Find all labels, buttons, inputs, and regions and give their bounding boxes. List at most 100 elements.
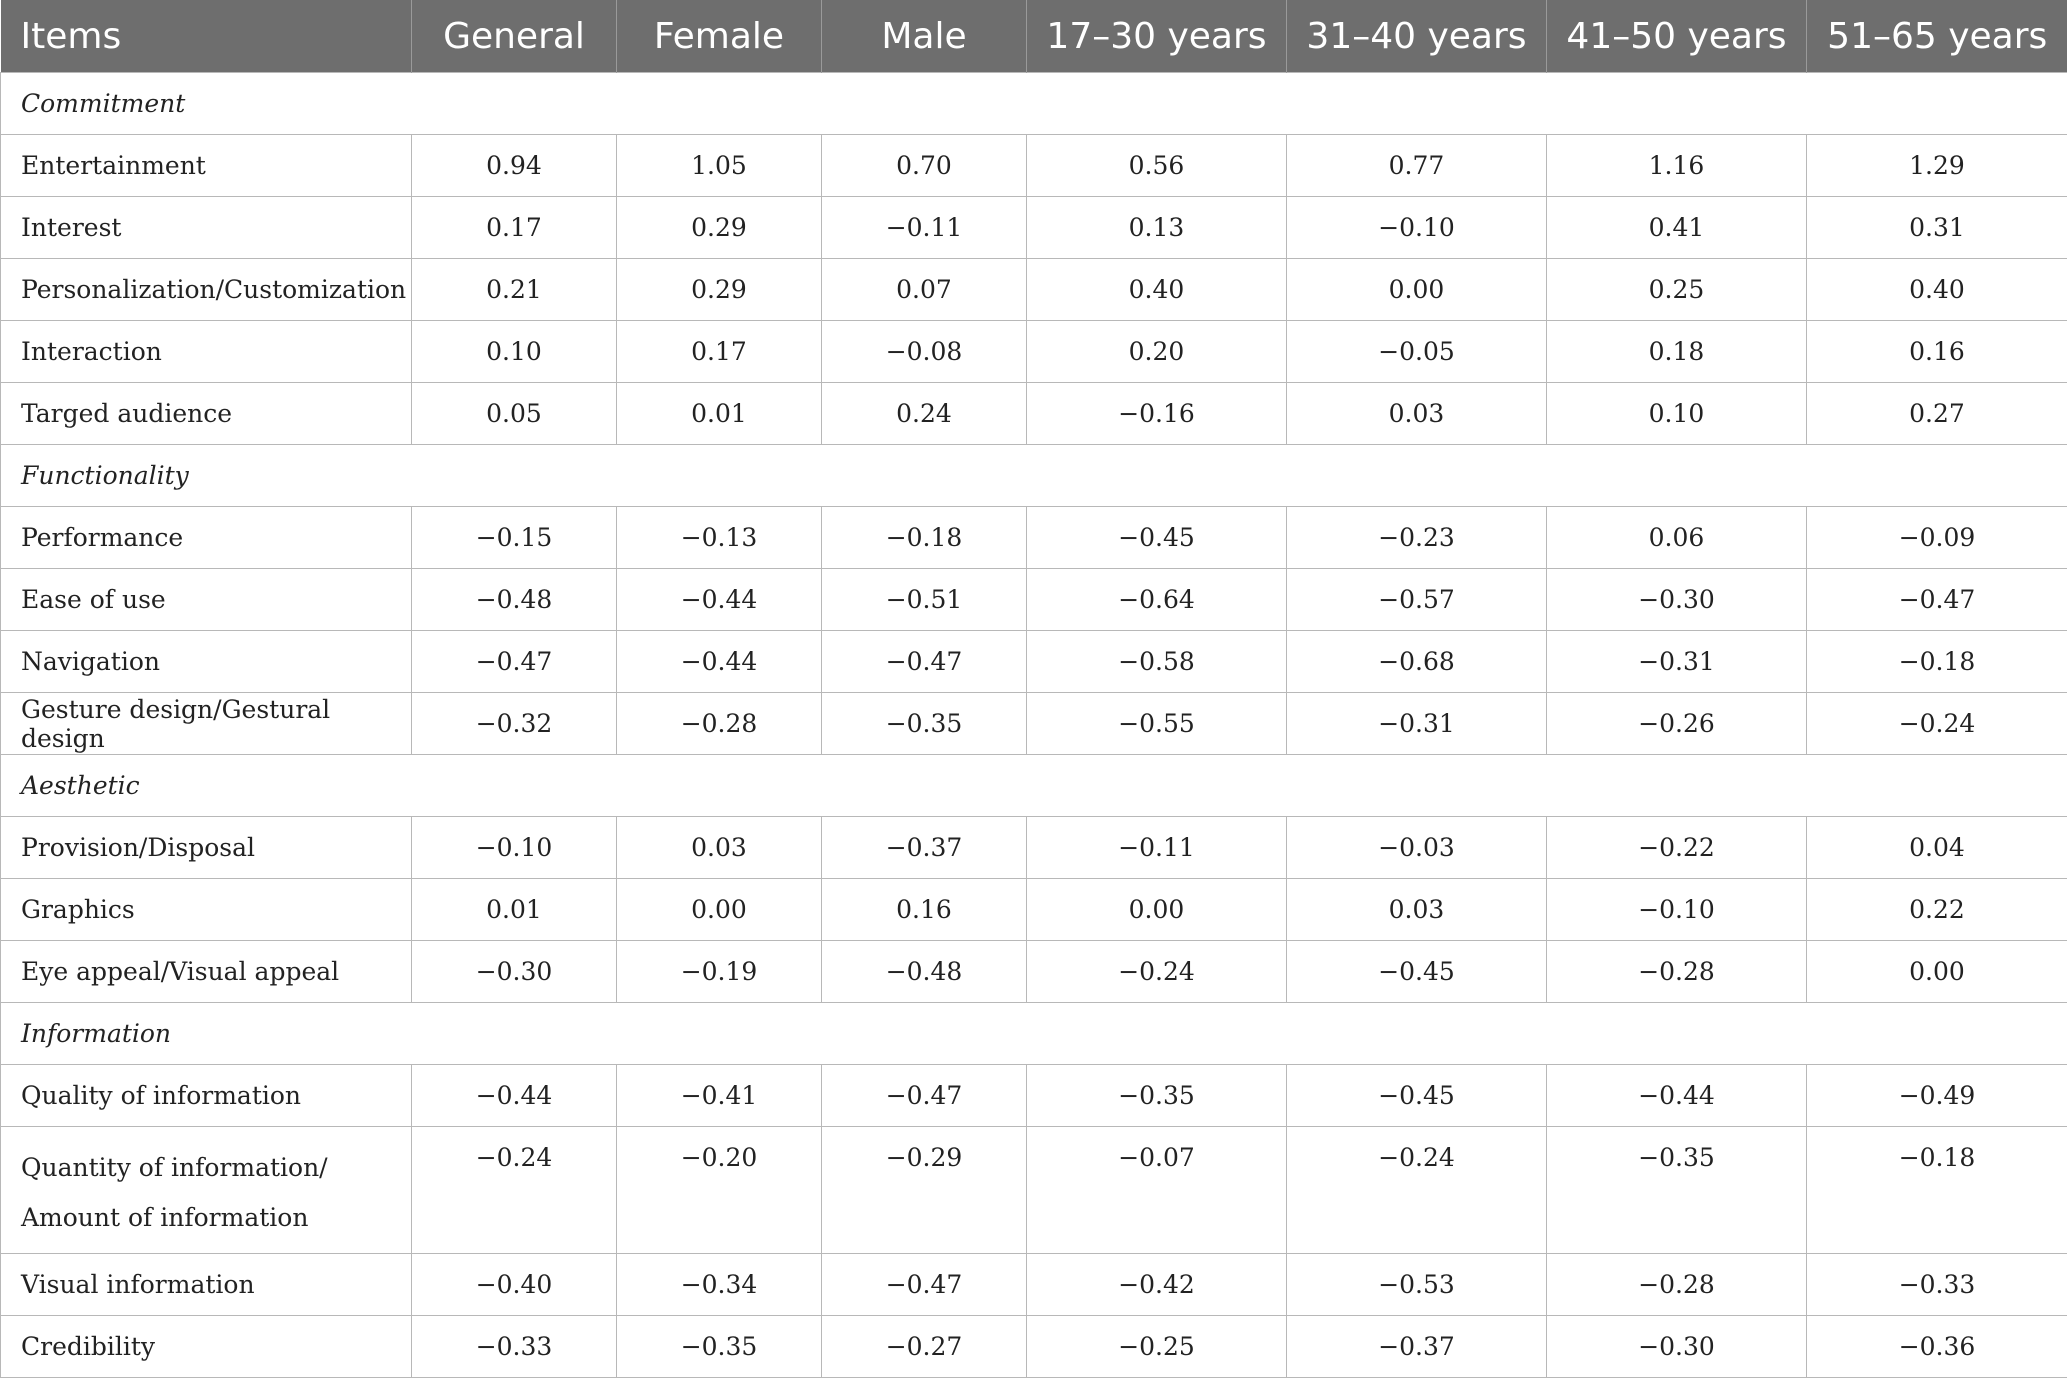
value-cell: 0.18 xyxy=(1547,321,1807,383)
item-label: Visual information xyxy=(1,1254,412,1316)
value-cell: −0.53 xyxy=(1287,1254,1547,1316)
group-row: Aesthetic xyxy=(1,755,2067,817)
value-cell: −0.24 xyxy=(1027,941,1287,1003)
value-cell: 0.06 xyxy=(1547,507,1807,569)
item-label: Entertainment xyxy=(1,135,412,197)
value-cell: 0.03 xyxy=(617,817,822,879)
value-cell: 0.16 xyxy=(1807,321,2067,383)
group-label: Commitment xyxy=(1,73,2067,135)
table-row: Quality of information−0.44−0.41−0.47−0.… xyxy=(1,1065,2067,1127)
value-cell: 0.13 xyxy=(1027,197,1287,259)
value-cell: −0.48 xyxy=(412,569,617,631)
value-cell: 0.00 xyxy=(1027,879,1287,941)
value-cell: 0.21 xyxy=(412,259,617,321)
item-label: Ease of use xyxy=(1,569,412,631)
group-label: Functionality xyxy=(1,445,2067,507)
value-cell: −0.18 xyxy=(822,507,1027,569)
table-row: Navigation−0.47−0.44−0.47−0.58−0.68−0.31… xyxy=(1,631,2067,693)
value-cell: −0.47 xyxy=(822,1254,1027,1316)
value-cell: −0.30 xyxy=(412,941,617,1003)
column-header: 31–40 years xyxy=(1287,0,1547,73)
value-cell: −0.47 xyxy=(822,1065,1027,1127)
value-cell: 0.70 xyxy=(822,135,1027,197)
value-cell: −0.45 xyxy=(1027,507,1287,569)
value-cell: 0.27 xyxy=(1807,383,2067,445)
value-cell: 0.24 xyxy=(822,383,1027,445)
value-cell: 0.10 xyxy=(1547,383,1807,445)
column-header: 51–65 years xyxy=(1807,0,2067,73)
value-cell: 0.03 xyxy=(1287,879,1547,941)
value-cell: −0.42 xyxy=(1027,1254,1287,1316)
value-cell: 0.10 xyxy=(412,321,617,383)
value-cell: 0.05 xyxy=(412,383,617,445)
value-cell: −0.35 xyxy=(1027,1065,1287,1127)
value-cell: −0.31 xyxy=(1287,693,1547,755)
value-cell: −0.41 xyxy=(617,1065,822,1127)
value-cell: −0.31 xyxy=(1547,631,1807,693)
value-cell: 0.56 xyxy=(1027,135,1287,197)
item-label: Quality of information xyxy=(1,1065,412,1127)
value-cell: −0.47 xyxy=(1807,569,2067,631)
column-header: 41–50 years xyxy=(1547,0,1807,73)
group-row: Information xyxy=(1,1003,2067,1065)
value-cell: 0.17 xyxy=(617,321,822,383)
value-cell: −0.27 xyxy=(822,1316,1027,1378)
value-cell: −0.08 xyxy=(822,321,1027,383)
value-cell: −0.55 xyxy=(1027,693,1287,755)
value-cell: 1.05 xyxy=(617,135,822,197)
item-label: Performance xyxy=(1,507,412,569)
value-cell: −0.07 xyxy=(1027,1127,1287,1254)
value-cell: −0.32 xyxy=(412,693,617,755)
value-cell: −0.28 xyxy=(1547,941,1807,1003)
value-cell: 0.31 xyxy=(1807,197,2067,259)
value-cell: −0.10 xyxy=(1547,879,1807,941)
table-row: Gesture design/Gestural design−0.32−0.28… xyxy=(1,693,2067,755)
value-cell: 0.17 xyxy=(412,197,617,259)
value-cell: −0.33 xyxy=(412,1316,617,1378)
item-label: Graphics xyxy=(1,879,412,941)
value-cell: −0.34 xyxy=(617,1254,822,1316)
value-cell: −0.29 xyxy=(822,1127,1027,1254)
table-row: Ease of use−0.48−0.44−0.51−0.64−0.57−0.3… xyxy=(1,569,2067,631)
value-cell: 0.40 xyxy=(1807,259,2067,321)
value-cell: −0.23 xyxy=(1287,507,1547,569)
value-cell: −0.13 xyxy=(617,507,822,569)
value-cell: −0.09 xyxy=(1807,507,2067,569)
value-cell: −0.30 xyxy=(1547,569,1807,631)
value-cell: −0.40 xyxy=(412,1254,617,1316)
value-cell: −0.30 xyxy=(1547,1316,1807,1378)
value-cell: −0.26 xyxy=(1547,693,1807,755)
value-cell: 0.41 xyxy=(1547,197,1807,259)
column-header: Female xyxy=(617,0,822,73)
item-label: Provision/Disposal xyxy=(1,817,412,879)
column-header-items: Items xyxy=(1,0,412,73)
value-cell: −0.24 xyxy=(412,1127,617,1254)
item-label: Quantity of information/Amount of inform… xyxy=(1,1127,412,1254)
value-cell: −0.57 xyxy=(1287,569,1547,631)
value-cell: −0.16 xyxy=(1027,383,1287,445)
value-cell: −0.28 xyxy=(617,693,822,755)
value-cell: −0.35 xyxy=(617,1316,822,1378)
value-cell: 0.00 xyxy=(1287,259,1547,321)
value-cell: −0.33 xyxy=(1807,1254,2067,1316)
value-cell: −0.49 xyxy=(1807,1065,2067,1127)
value-cell: 0.40 xyxy=(1027,259,1287,321)
value-cell: −0.11 xyxy=(822,197,1027,259)
value-cell: 0.01 xyxy=(412,879,617,941)
value-cell: 0.77 xyxy=(1287,135,1547,197)
item-label-line: Quantity of information/ xyxy=(21,1143,403,1193)
item-label: Credibility xyxy=(1,1316,412,1378)
column-header: 17–30 years xyxy=(1027,0,1287,73)
item-label-line: Amount of information xyxy=(21,1193,403,1243)
value-cell: −0.44 xyxy=(1547,1065,1807,1127)
value-cell: −0.10 xyxy=(412,817,617,879)
table-row: Eye appeal/Visual appeal−0.30−0.19−0.48−… xyxy=(1,941,2067,1003)
column-header: General xyxy=(412,0,617,73)
